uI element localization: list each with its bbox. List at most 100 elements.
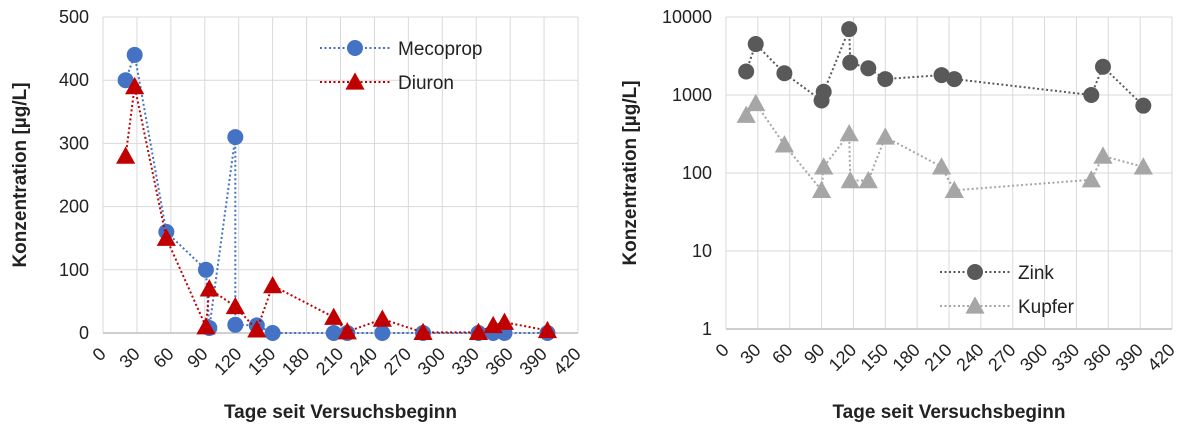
data-point-zink (815, 83, 832, 100)
data-point-kupfer (1081, 170, 1101, 188)
data-point-diuron (337, 322, 357, 340)
data-point-zink (1094, 58, 1111, 75)
x-tick-label: 180 (889, 340, 924, 375)
data-point-zink (1083, 87, 1100, 103)
data-point-zink (946, 71, 963, 88)
x-tick-label: 60 (768, 340, 796, 368)
x-tick-label: 300 (1016, 340, 1051, 375)
x-tick-label: 30 (736, 340, 764, 368)
metal-chart: 0 30 60 90120150180210240270300330360390420… (620, 7, 1179, 423)
legend-marker-diuron (345, 72, 365, 90)
data-point-kupfer (944, 180, 964, 198)
y-tick-label: 1000 (672, 85, 712, 105)
legend-label: Diuron (398, 73, 454, 94)
y-tick-label: 400 (59, 70, 89, 90)
x-tick-label: 120 (825, 340, 860, 375)
data-point-mecoprop (227, 129, 244, 146)
data-point-diuron (413, 322, 433, 341)
x-tick-label: 90 (800, 340, 828, 368)
pesticide-chart: 0 30 60 90120150180210240270300330360390420… (10, 7, 585, 423)
x-tick-label: 210 (920, 340, 955, 375)
data-point-mecoprop (374, 325, 391, 341)
y-axis-title: Konzentration [µg/L] (10, 82, 31, 267)
data-point-kupfer (811, 180, 832, 198)
data-point-zink (776, 65, 793, 82)
data-point-diuron (494, 312, 515, 330)
data-point-diuron (225, 296, 245, 315)
data-point-mecoprop (197, 261, 214, 278)
legend-marker-mecoprop (347, 40, 363, 56)
x-tick-label: 180 (278, 344, 313, 379)
x-tick-label: 390 (1112, 340, 1147, 375)
legend-label: Kupfer (1018, 297, 1075, 318)
x-tick-label: 270 (380, 344, 415, 379)
x-tick-label: 210 (312, 344, 347, 379)
data-point-kupfer (840, 170, 860, 189)
data-point-kupfer (736, 105, 756, 123)
legend-marker-kupfer (965, 296, 985, 314)
data-point-mecoprop (117, 72, 134, 89)
data-point-kupfer (814, 157, 834, 175)
data-point-diuron (156, 228, 176, 246)
x-tick-label: 150 (857, 340, 892, 375)
x-tick-label: 330 (1048, 340, 1083, 375)
x-tick-label: 240 (952, 340, 987, 375)
x-tick-label: 420 (1143, 340, 1178, 375)
data-point-zink (860, 60, 877, 77)
x-axis-title: Tage seit Versuchsbeginn (224, 402, 457, 423)
data-point-diuron (468, 322, 489, 341)
x-tick-label: 300 (414, 344, 449, 379)
series-line-diuron (124, 86, 548, 334)
data-point-kupfer (875, 127, 895, 145)
legend-marker-zink (967, 264, 983, 280)
y-tick-label: 300 (59, 133, 89, 153)
legend-label: Mecoprop (398, 39, 483, 60)
data-point-diuron (537, 320, 558, 339)
y-tick-label: 10000 (662, 7, 712, 27)
data-point-mecoprop (126, 46, 143, 63)
data-point-kupfer (1093, 146, 1113, 164)
data-point-diuron (125, 76, 145, 95)
data-point-kupfer (931, 157, 952, 175)
data-point-mecoprop (325, 325, 342, 341)
x-tick-label: 90 (183, 344, 211, 372)
y-tick-label: 10 (692, 241, 712, 261)
x-tick-label: 390 (516, 344, 551, 379)
y-tick-label: 100 (59, 260, 89, 280)
data-point-kupfer (858, 170, 878, 189)
data-point-diuron (247, 320, 267, 338)
x-axis-title: Tage seit Versuchsbeginn (832, 402, 1065, 423)
y-tick-label: 500 (59, 7, 89, 27)
series-line-mecoprop (124, 51, 548, 334)
x-tick-label: 360 (482, 344, 517, 379)
data-point-diuron (116, 146, 136, 164)
x-tick-label: 360 (1080, 340, 1115, 375)
data-point-zink (933, 67, 950, 84)
x-tick-label: 30 (115, 344, 143, 372)
data-point-zink (842, 54, 859, 71)
data-point-kupfer (839, 123, 859, 142)
data-point-zink (747, 36, 764, 53)
x-tick-label: 120 (210, 344, 245, 379)
data-point-kupfer (774, 135, 795, 153)
data-point-zink (1135, 97, 1152, 114)
data-point-diuron (324, 307, 344, 325)
legend-label: Zink (1018, 263, 1054, 284)
y-tick-label: 100 (682, 163, 712, 183)
x-tick-label: 240 (346, 344, 381, 379)
x-tick-label: 420 (549, 344, 584, 379)
data-point-diuron (199, 279, 219, 297)
y-tick-label: 0 (79, 323, 89, 343)
x-tick-label: 60 (149, 344, 177, 372)
x-tick-label: 0 (89, 344, 110, 365)
data-point-kupfer (746, 93, 766, 112)
data-point-zink (877, 71, 894, 88)
data-point-diuron (263, 276, 283, 294)
y-tick-label: 200 (59, 197, 89, 217)
data-point-mecoprop (264, 325, 281, 341)
x-tick-label: 150 (244, 344, 279, 379)
data-point-mecoprop (227, 316, 244, 333)
x-tick-label: 0 (712, 340, 733, 361)
series-line-kupfer (745, 101, 1144, 193)
x-tick-label: 270 (984, 340, 1019, 375)
